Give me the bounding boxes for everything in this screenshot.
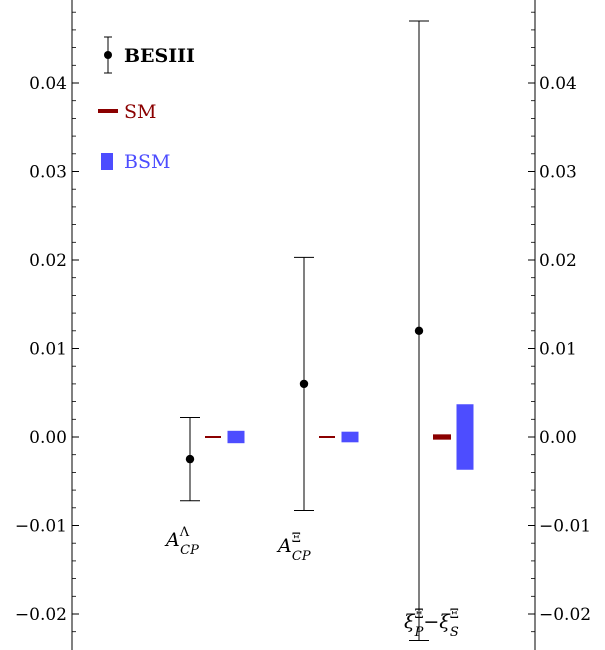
y-tick-label-left: 0.04 <box>29 74 67 94</box>
category-label-xi_diff: ξΞ P−ξΞ S <box>404 607 459 640</box>
y-tick-label-right: 0.03 <box>539 163 577 183</box>
category-label-acp_lambda: AΛ CP <box>164 525 199 558</box>
data-point-acp_lambda <box>185 454 195 464</box>
y-tick-label-left: 0.03 <box>29 163 67 183</box>
y-tick-label-left: 0.02 <box>29 251 67 271</box>
data-point-acp_xi <box>299 379 309 389</box>
sm-band-acp_xi <box>319 436 335 438</box>
y-tick-label-left: 0.00 <box>29 428 67 448</box>
bsm-band-xi_diff <box>456 404 474 470</box>
legend-label-bsm: BSM <box>124 151 170 173</box>
y-tick-label-right: 0.00 <box>539 428 577 448</box>
y-tick-label-right: 0.04 <box>539 74 577 94</box>
y-tick-label-left: 0.01 <box>29 340 67 360</box>
legend-besiii-marker <box>104 51 112 59</box>
y-tick-label-right: −0.02 <box>539 605 591 625</box>
y-axis: −0.02 −0.02 −0.01 −0.01 0.00 0.00 0.01 0.01 0.02… <box>15 11 591 633</box>
category-label-acp_xi: AΞ CP <box>276 531 311 564</box>
legend-label-besiii: BESIII <box>124 45 195 67</box>
data-point-xi_diff <box>414 326 424 335</box>
legend: BESIII SM BSM <box>98 36 195 173</box>
legend-sm-swatch <box>98 109 118 113</box>
category-labels: AΛ CP AΞ CP ξΞ P−ξΞ S <box>164 525 459 640</box>
y-tick-label-right: 0.02 <box>539 251 577 271</box>
sm-band-xi_diff <box>433 434 451 440</box>
bsm-band-acp_lambda <box>227 430 245 444</box>
y-tick-label-left: −0.01 <box>15 517 67 537</box>
y-tick-label-left: −0.02 <box>15 605 67 625</box>
legend-label-sm: SM <box>124 101 156 123</box>
sm-band-acp_lambda <box>205 436 221 438</box>
plot-frame <box>71 0 536 650</box>
legend-bsm-swatch <box>101 153 113 170</box>
chart-marks <box>180 20 474 642</box>
y-tick-label-right: −0.01 <box>539 517 591 537</box>
y-tick-label-right: 0.01 <box>539 340 577 360</box>
bsm-band-acp_xi <box>341 431 359 443</box>
